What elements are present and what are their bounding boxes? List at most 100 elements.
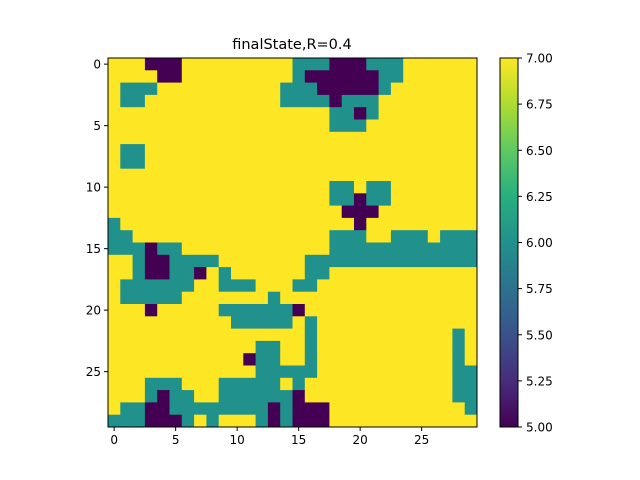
heatmap-cell bbox=[354, 156, 367, 170]
heatmap-cell bbox=[181, 402, 195, 416]
heatmap-cell bbox=[317, 291, 330, 305]
heatmap-cell bbox=[403, 193, 416, 206]
heatmap-cell bbox=[267, 168, 281, 182]
y-tick-label: 20 bbox=[86, 304, 101, 318]
heatmap-cell bbox=[292, 230, 306, 243]
heatmap-cell bbox=[390, 168, 404, 182]
heatmap-cell bbox=[108, 82, 121, 96]
heatmap-cell bbox=[206, 242, 220, 256]
colorbar-tick-label: 6.50 bbox=[526, 144, 553, 158]
heatmap-cell bbox=[329, 94, 343, 108]
heatmap-cell bbox=[280, 82, 293, 96]
heatmap-cell bbox=[366, 353, 379, 366]
heatmap-cell bbox=[427, 119, 441, 133]
heatmap-cell bbox=[144, 82, 158, 96]
heatmap-cell bbox=[304, 82, 318, 96]
heatmap-cell bbox=[120, 402, 133, 416]
heatmap-cell bbox=[181, 156, 195, 170]
heatmap-cell bbox=[108, 144, 121, 157]
heatmap-cell bbox=[464, 353, 478, 366]
heatmap-cell bbox=[354, 144, 367, 157]
heatmap-cell bbox=[354, 365, 367, 379]
heatmap-cell bbox=[415, 82, 429, 96]
heatmap-cell bbox=[169, 377, 183, 391]
heatmap-cell bbox=[255, 390, 269, 403]
heatmap-cell bbox=[440, 205, 453, 219]
heatmap-cell bbox=[157, 402, 170, 416]
heatmap-cell bbox=[341, 168, 355, 182]
heatmap-cell bbox=[280, 70, 293, 83]
chart-title: finalState,R=0.4 bbox=[232, 37, 352, 53]
heatmap-cell bbox=[390, 156, 404, 170]
heatmap-cell bbox=[181, 291, 195, 305]
heatmap-cell bbox=[231, 131, 244, 145]
heatmap-cell bbox=[108, 377, 121, 391]
heatmap-cell bbox=[267, 205, 281, 219]
heatmap-cell bbox=[390, 377, 404, 391]
heatmap-cell bbox=[452, 131, 466, 145]
heatmap-cell bbox=[218, 390, 232, 403]
heatmap-cell bbox=[317, 279, 330, 293]
heatmap-cell bbox=[231, 119, 244, 133]
heatmap-cell bbox=[329, 377, 343, 391]
heatmap-cell bbox=[108, 340, 121, 354]
heatmap-cell bbox=[181, 353, 195, 366]
heatmap-cell bbox=[354, 279, 367, 293]
heatmap-cell bbox=[157, 217, 170, 231]
heatmap-cell bbox=[157, 254, 170, 268]
heatmap-cell bbox=[427, 205, 441, 219]
heatmap-cell bbox=[267, 267, 281, 280]
heatmap-cell bbox=[108, 70, 121, 83]
heatmap-cell bbox=[218, 82, 232, 96]
heatmap-cell bbox=[255, 217, 269, 231]
heatmap-cell bbox=[243, 58, 256, 71]
heatmap-cell bbox=[144, 414, 158, 428]
heatmap-cell bbox=[427, 131, 441, 145]
heatmap-cell bbox=[304, 119, 318, 133]
heatmap-cell bbox=[440, 70, 453, 83]
heatmap-cell bbox=[403, 279, 416, 293]
heatmap-cell bbox=[464, 193, 478, 206]
heatmap-cell bbox=[292, 377, 306, 391]
heatmap-cell bbox=[169, 181, 183, 194]
heatmap-cell bbox=[120, 168, 133, 182]
heatmap-cell bbox=[108, 156, 121, 170]
heatmap-cell bbox=[378, 168, 392, 182]
heatmap-cell bbox=[169, 254, 183, 268]
heatmap-cell bbox=[403, 316, 416, 329]
colorbar-tick-label: 5.50 bbox=[526, 328, 553, 342]
heatmap-cell bbox=[366, 82, 379, 96]
heatmap-cell bbox=[317, 390, 330, 403]
heatmap-cell bbox=[181, 82, 195, 96]
heatmap-cell bbox=[304, 70, 318, 83]
heatmap-cell bbox=[403, 131, 416, 145]
heatmap-cell bbox=[255, 156, 269, 170]
heatmap-cell bbox=[390, 181, 404, 194]
heatmap-cell bbox=[329, 304, 343, 317]
heatmap-cell bbox=[341, 242, 355, 256]
heatmap-cell bbox=[452, 377, 466, 391]
heatmap-cell bbox=[181, 58, 195, 71]
heatmap-cell bbox=[390, 230, 404, 243]
plot-frame bbox=[107, 57, 478, 428]
heatmap-cell bbox=[390, 353, 404, 366]
heatmap-cell bbox=[231, 390, 244, 403]
heatmap-cell bbox=[108, 242, 121, 256]
heatmap-cell bbox=[317, 254, 330, 268]
heatmap-cell bbox=[132, 181, 146, 194]
heatmap-cell bbox=[255, 58, 269, 71]
heatmap-cell bbox=[354, 205, 367, 219]
heatmap-cell bbox=[390, 107, 404, 120]
heatmap-cell bbox=[452, 242, 466, 256]
heatmap-cell bbox=[390, 70, 404, 83]
heatmap-cell bbox=[120, 82, 133, 96]
heatmap-cell bbox=[218, 402, 232, 416]
heatmap-cell bbox=[218, 131, 232, 145]
heatmap-cell bbox=[206, 279, 220, 293]
heatmap-cell bbox=[181, 193, 195, 206]
heatmap-cell bbox=[267, 144, 281, 157]
heatmap-cell bbox=[390, 119, 404, 133]
heatmap-cell bbox=[280, 328, 293, 342]
x-tick-label: 15 bbox=[291, 433, 306, 447]
heatmap-cell bbox=[415, 156, 429, 170]
